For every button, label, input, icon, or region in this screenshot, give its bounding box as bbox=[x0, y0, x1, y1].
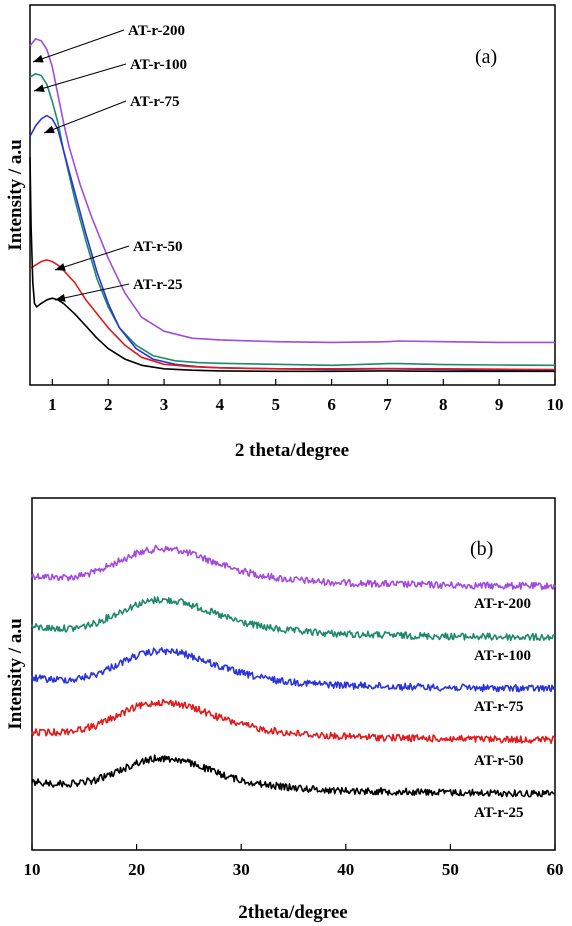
label-arrow bbox=[54, 245, 130, 271]
panel-b-series-labels: AT-r-200 AT-r-100 AT-r-75 AT-r-50 AT-r-25 bbox=[474, 596, 531, 821]
x-tick-label: 20 bbox=[128, 860, 145, 879]
panel-a-series-labels: AT-r-200 AT-r-100 AT-r-75 AT-r-50 AT-r-25 bbox=[32, 23, 187, 302]
x-tick-label: 3 bbox=[160, 395, 169, 414]
series-line-at-r-200 bbox=[31, 544, 556, 591]
series-line-at-r-50 bbox=[29, 259, 556, 371]
x-tick-label: 10 bbox=[24, 860, 41, 879]
panel-a-y-axis-title: Intensity / a.u bbox=[5, 139, 26, 251]
x-tick-label: 2 bbox=[104, 395, 113, 414]
label-arrow bbox=[54, 283, 130, 301]
panel-b-x-axis-title: 2theta/degree bbox=[238, 902, 347, 923]
series-line-at-r-25 bbox=[31, 754, 556, 798]
label-arrow bbox=[33, 63, 127, 92]
series-line-at-r-50 bbox=[31, 698, 556, 744]
arrowhead bbox=[33, 54, 44, 63]
series-label-at-r-25: AT-r-25 bbox=[133, 277, 182, 293]
x-tick-label: 6 bbox=[327, 395, 336, 414]
series-label-at-r-200: AT-r-200 bbox=[128, 23, 185, 39]
panel-b-x-ticks: 10 20 30 40 50 60 bbox=[24, 844, 564, 879]
series-label-at-r-25: AT-r-25 bbox=[474, 805, 523, 821]
x-tick-label: 40 bbox=[337, 860, 354, 879]
label-arrow bbox=[43, 100, 127, 134]
panel-b-y-axis-title: Intensity / a.u bbox=[5, 618, 26, 730]
series-label-at-r-50: AT-r-50 bbox=[474, 753, 523, 769]
series-label-at-r-75: AT-r-75 bbox=[130, 94, 179, 110]
panel-a-label: (a) bbox=[475, 46, 497, 68]
panel-a-x-axis-title: 2 theta/degree bbox=[235, 440, 349, 461]
panel-a-curves bbox=[29, 38, 556, 373]
arrowhead bbox=[55, 293, 66, 302]
x-tick-label: 4 bbox=[216, 395, 225, 414]
series-line-at-r-200 bbox=[29, 38, 555, 344]
series-line-at-r-25 bbox=[29, 157, 555, 373]
x-tick-label: 50 bbox=[442, 860, 459, 879]
x-tick-label: 60 bbox=[547, 860, 564, 879]
panel-b-label: (b) bbox=[470, 538, 493, 560]
series-label-at-r-50: AT-r-50 bbox=[133, 239, 182, 255]
series-line-at-r-75 bbox=[31, 647, 556, 693]
series-label-at-r-100: AT-r-100 bbox=[474, 648, 531, 664]
panel-b: 10 20 30 40 50 60 AT-r-200AT-r-100AT-r-75AT-r… bbox=[5, 497, 564, 923]
x-tick-label: 7 bbox=[383, 395, 392, 414]
x-tick-label: 10 bbox=[547, 395, 564, 414]
series-line-at-r-100 bbox=[29, 72, 556, 367]
x-tick-label: 8 bbox=[439, 395, 448, 414]
panel-a-x-ticks: 1 2 3 4 5 6 7 8 9 10 bbox=[48, 379, 564, 414]
arrowhead bbox=[55, 263, 66, 271]
series-label-at-r-100: AT-r-100 bbox=[130, 57, 187, 73]
x-tick-label: 30 bbox=[233, 860, 250, 879]
series-label-at-r-200: AT-r-200 bbox=[474, 596, 531, 612]
panel-b-curves bbox=[31, 544, 556, 798]
panel-b-frame bbox=[31, 497, 556, 851]
x-tick-label: 5 bbox=[271, 395, 280, 414]
x-tick-label: 1 bbox=[48, 395, 57, 414]
x-tick-label: 9 bbox=[495, 395, 504, 414]
arrowhead bbox=[34, 84, 45, 93]
label-arrow bbox=[32, 29, 125, 63]
series-line-at-r-100 bbox=[31, 596, 556, 642]
series-line-at-r-75 bbox=[29, 114, 556, 371]
panel-a: 1 2 3 4 5 6 7 8 9 10 AT-r-200AT-r-100AT-r-75AT-r-… bbox=[5, 4, 564, 461]
series-label-at-r-75: AT-r-75 bbox=[474, 699, 523, 715]
arrowhead bbox=[44, 125, 55, 134]
